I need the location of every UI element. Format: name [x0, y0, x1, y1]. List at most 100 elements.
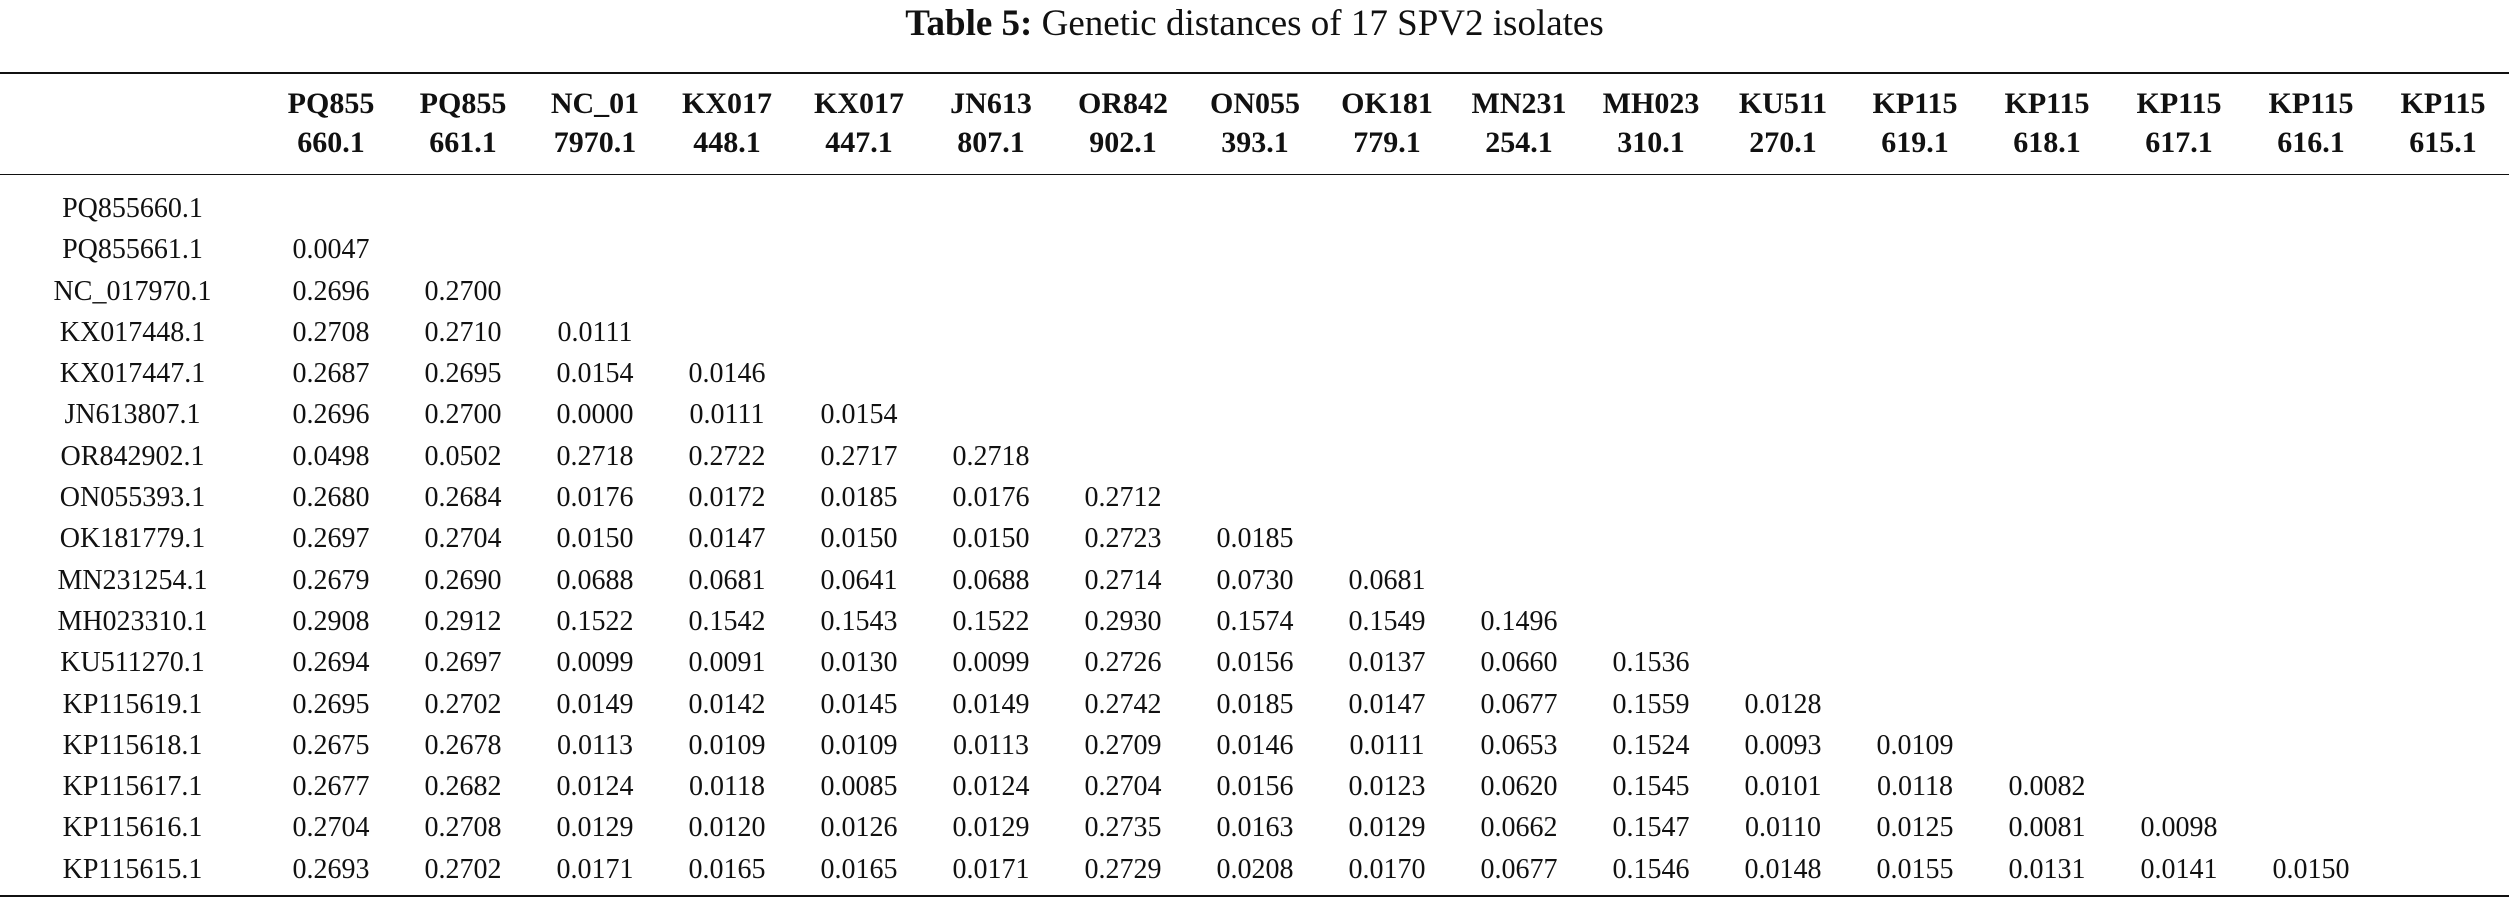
distance-cell — [529, 175, 661, 230]
distance-cell — [2245, 394, 2377, 435]
column-header-line2: 447.1 — [825, 126, 893, 159]
distance-cell: 0.0155 — [1876, 853, 1954, 885]
distance-cell: 0.2684 — [424, 482, 502, 514]
column-header-line1: KX017 — [814, 87, 904, 120]
row-label: KP115617.1 — [62, 771, 203, 803]
distance-cell — [1189, 394, 1321, 435]
table-row: NC_017970.1 0.2696 0.2700 — [0, 271, 2509, 312]
distance-cell — [1717, 477, 1849, 518]
distance-cell — [1321, 394, 1453, 435]
distance-cell — [925, 229, 1057, 270]
distance-cell — [2377, 849, 2509, 893]
distance-cell — [1189, 175, 1321, 230]
distance-cell — [2113, 312, 2245, 353]
distance-cell — [925, 394, 1057, 435]
distance-cell — [1189, 436, 1321, 477]
distance-cell: 0.0130 — [820, 647, 898, 679]
table-row: PQ855660.1 — [0, 175, 2509, 230]
distance-cell — [1453, 175, 1585, 230]
distance-cell: 0.0085 — [820, 771, 898, 803]
column-header-line2: 448.1 — [693, 126, 761, 159]
distance-cell — [1849, 518, 1981, 559]
distance-cell — [2113, 560, 2245, 601]
distance-cell — [1453, 353, 1585, 394]
distance-cell: 0.1546 — [1612, 853, 1690, 885]
distance-cell — [1981, 353, 2113, 394]
genetic-distance-table: PQ855 660.1 PQ855 661.1 NC_01 7970.1 KX017 448.… — [0, 72, 2509, 893]
distance-cell: 0.0093 — [1744, 729, 1822, 761]
distance-cell — [925, 175, 1057, 230]
distance-cell — [1717, 175, 1849, 230]
distance-cell — [2113, 642, 2245, 683]
column-header: ON055 393.1 — [1189, 72, 1321, 175]
distance-cell: 0.0171 — [556, 853, 634, 885]
distance-cell: 0.0176 — [952, 482, 1030, 514]
distance-cell — [1717, 394, 1849, 435]
distance-cell — [2377, 175, 2509, 230]
distance-cell: 0.0099 — [556, 647, 634, 679]
distance-cell — [1849, 394, 1981, 435]
row-label: ON055393.1 — [59, 482, 206, 514]
distance-cell — [2245, 560, 2377, 601]
distance-cell — [2113, 601, 2245, 642]
distance-cell — [1717, 642, 1849, 683]
column-header-line1: KP115 — [1872, 87, 1958, 120]
column-header-line1: ON055 — [1210, 87, 1300, 120]
distance-cell — [1849, 477, 1981, 518]
distance-cell — [2245, 477, 2377, 518]
distance-cell — [1585, 312, 1717, 353]
distance-cell — [397, 229, 529, 270]
column-header-line1: KP115 — [2400, 87, 2486, 120]
distance-cell: 0.1522 — [556, 605, 634, 637]
distance-cell — [2245, 271, 2377, 312]
distance-cell: 0.0677 — [1480, 688, 1558, 720]
distance-cell: 0.0688 — [556, 564, 634, 596]
distance-cell — [1321, 271, 1453, 312]
distance-cell — [1321, 175, 1453, 230]
distance-cell — [1849, 312, 1981, 353]
distance-cell: 0.0124 — [556, 771, 634, 803]
distance-cell: 0.2726 — [1084, 647, 1162, 679]
distance-cell — [1057, 436, 1189, 477]
distance-cell — [1981, 477, 2113, 518]
row-label: KP115619.1 — [62, 688, 203, 720]
distance-cell — [661, 271, 793, 312]
distance-cell: 0.2682 — [424, 771, 502, 803]
distance-cell: 0.2709 — [1084, 729, 1162, 761]
distance-cell: 0.2742 — [1084, 688, 1162, 720]
distance-cell — [2377, 807, 2509, 848]
column-header: KP115 615.1 — [2377, 72, 2509, 175]
table-row: KP115616.1 0.2704 0.2708 0.0129 0.0120 0.0126… — [0, 807, 2509, 848]
distance-cell — [1849, 436, 1981, 477]
distance-cell — [2113, 271, 2245, 312]
distance-cell — [2377, 436, 2509, 477]
column-header-line1: KP115 — [2004, 87, 2090, 120]
distance-cell: 0.0688 — [952, 564, 1030, 596]
distance-cell — [2245, 684, 2377, 725]
column-header: KX017 447.1 — [793, 72, 925, 175]
distance-cell: 0.0111 — [1349, 729, 1425, 761]
column-header-line2: 619.1 — [1881, 126, 1949, 159]
distance-cell: 0.2729 — [1084, 853, 1162, 885]
column-header: KX017 448.1 — [661, 72, 793, 175]
distance-cell — [2245, 312, 2377, 353]
table-bottom-rule — [0, 895, 2509, 897]
column-header-line1: OR842 — [1078, 87, 1168, 120]
distance-cell — [1189, 229, 1321, 270]
distance-cell: 0.0185 — [1216, 688, 1294, 720]
column-header-line2: 254.1 — [1485, 126, 1553, 159]
column-header: KP115 616.1 — [2245, 72, 2377, 175]
row-label: MN231254.1 — [57, 564, 208, 596]
distance-cell — [661, 175, 793, 230]
distance-cell — [397, 175, 529, 230]
distance-cell: 0.1496 — [1480, 605, 1558, 637]
row-label: KX017447.1 — [59, 358, 206, 390]
row-label: KP115618.1 — [62, 729, 203, 761]
header-corner-cell — [0, 72, 265, 175]
distance-cell: 0.0147 — [688, 523, 766, 555]
table-row: KU511270.1 0.2694 0.2697 0.0099 0.0091 0.0130… — [0, 642, 2509, 683]
distance-cell: 0.1536 — [1612, 647, 1690, 679]
distance-cell — [1717, 601, 1849, 642]
distance-cell: 0.1522 — [952, 605, 1030, 637]
distance-cell: 0.2723 — [1084, 523, 1162, 555]
